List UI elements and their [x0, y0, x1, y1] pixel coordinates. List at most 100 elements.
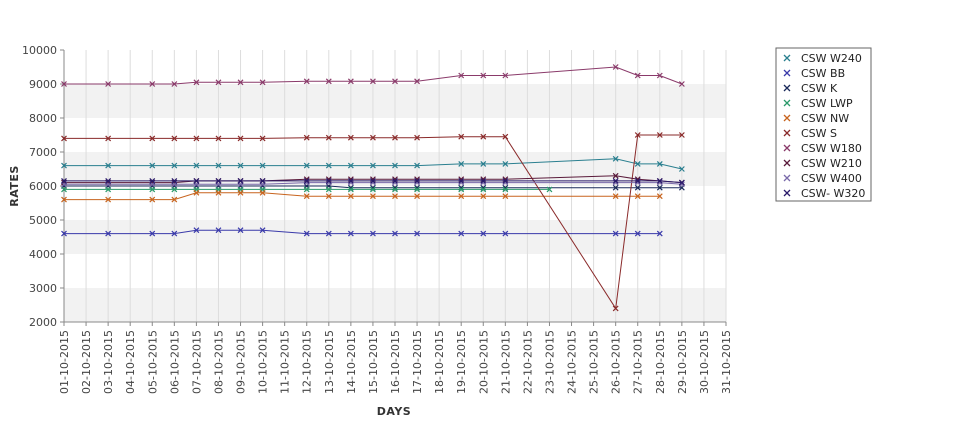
- data-point-marker: [149, 162, 156, 169]
- data-point-marker: [105, 196, 112, 203]
- x-tick-label: 12-10-2015: [301, 330, 314, 394]
- data-point-marker: [171, 196, 178, 203]
- data-point-marker: [370, 193, 376, 200]
- data-point-marker: [392, 162, 398, 169]
- data-point-marker: [237, 189, 244, 196]
- data-point-marker: [634, 177, 641, 184]
- series: [61, 177, 685, 186]
- data-point-marker: [149, 81, 156, 87]
- series: [61, 189, 663, 203]
- data-point-marker: [149, 230, 156, 237]
- data-point-marker: [480, 177, 487, 184]
- data-point-marker: [546, 186, 553, 193]
- data-point-marker: [612, 230, 619, 237]
- data-point-marker: [259, 79, 266, 86]
- x-tick-label: 09-10-2015: [235, 330, 248, 394]
- data-point-marker: [634, 193, 641, 200]
- data-point-marker: [215, 79, 222, 86]
- data-point-marker: [414, 162, 420, 169]
- x-tick-label: 23-10-2015: [543, 330, 556, 394]
- data-point-marker: [237, 177, 244, 184]
- data-point-marker: [193, 162, 200, 169]
- data-point-marker: [347, 177, 354, 184]
- data-point-marker: [259, 189, 266, 196]
- data-point-marker: [325, 193, 332, 200]
- data-point-marker: [612, 155, 619, 162]
- legend-entry-label: CSW W400: [801, 172, 862, 185]
- data-point-marker: [678, 132, 685, 138]
- x-tick-label: 17-10-2015: [411, 330, 424, 394]
- data-point-marker: [392, 134, 398, 141]
- data-point-marker: [105, 230, 112, 237]
- data-point-marker: [502, 72, 509, 79]
- data-point-marker: [193, 79, 200, 86]
- legend-entry-label: CSW K: [801, 82, 838, 95]
- data-point-marker: [612, 64, 619, 70]
- data-point-marker: [656, 160, 663, 167]
- data-point-marker: [502, 160, 509, 167]
- data-point-marker: [347, 162, 354, 169]
- data-point-marker: [347, 230, 354, 237]
- x-tick-label: 10-10-2015: [257, 330, 270, 394]
- data-point-marker: [634, 184, 641, 191]
- series: [61, 227, 663, 237]
- data-point-marker: [678, 81, 685, 87]
- data-point-marker: [480, 193, 487, 200]
- x-tick-label: 25-10-2015: [588, 330, 601, 394]
- data-point-marker: [193, 135, 200, 142]
- data-point-marker: [414, 134, 420, 141]
- data-point-marker: [458, 230, 465, 237]
- data-point-marker: [105, 186, 112, 193]
- data-point-marker: [634, 72, 641, 79]
- legend: CSW W240 CSW BB CSW K CSW LWP CSW NW CSW S CSW…: [775, 47, 872, 202]
- x-tick-label: 28-10-2015: [654, 330, 667, 394]
- data-point-marker: [634, 132, 641, 138]
- data-point-marker: [480, 160, 487, 167]
- x-tick-label: 03-10-2015: [102, 330, 115, 394]
- x-tick-label: 02-10-2015: [80, 330, 93, 394]
- legend-entry-label: CSW NW: [801, 112, 849, 125]
- x-axis-title: DAYS: [377, 405, 411, 418]
- data-point-marker: [171, 230, 178, 237]
- data-point-marker: [414, 177, 420, 184]
- data-point-marker: [303, 134, 310, 141]
- data-point-marker: [634, 160, 641, 167]
- y-tick-label: 9000: [29, 78, 57, 91]
- data-point-marker: [259, 135, 266, 142]
- x-tick-label: 13-10-2015: [323, 330, 336, 394]
- data-point-marker: [502, 133, 509, 140]
- data-point-marker: [502, 177, 509, 184]
- data-point-marker: [237, 162, 244, 169]
- data-point-marker: [656, 184, 663, 191]
- data-point-marker: [149, 177, 156, 184]
- legend-entry-label: CSW LWP: [801, 97, 853, 110]
- data-point-marker: [502, 193, 509, 200]
- x-tick-label: 30-10-2015: [698, 330, 711, 394]
- data-point-marker: [105, 162, 112, 169]
- data-point-marker: [656, 177, 663, 184]
- legend-marker: [783, 84, 791, 92]
- data-point-marker: [347, 78, 354, 85]
- data-point-marker: [193, 227, 200, 234]
- y-tick-label: 7000: [29, 146, 57, 159]
- y-tick-label: 3000: [29, 282, 57, 295]
- data-point-marker: [480, 72, 487, 79]
- data-point-marker: [303, 162, 310, 169]
- data-point-marker: [171, 135, 178, 142]
- data-point-marker: [105, 177, 112, 184]
- data-point-marker: [325, 186, 332, 193]
- legend-marker: [783, 174, 791, 182]
- data-point-marker: [215, 227, 222, 234]
- data-point-marker: [193, 189, 200, 196]
- legend-marker: [783, 69, 791, 77]
- x-tick-label: 16-10-2015: [389, 330, 402, 394]
- legend-marker: [783, 189, 791, 197]
- y-tick-label: 5000: [29, 214, 57, 227]
- x-tick-label: 01-10-2015: [58, 330, 71, 394]
- data-point-marker: [612, 193, 619, 200]
- data-point-marker: [392, 193, 398, 200]
- series: [61, 155, 685, 172]
- x-tick-label: 06-10-2015: [168, 330, 181, 394]
- data-point-marker: [678, 166, 685, 172]
- data-point-marker: [458, 160, 465, 167]
